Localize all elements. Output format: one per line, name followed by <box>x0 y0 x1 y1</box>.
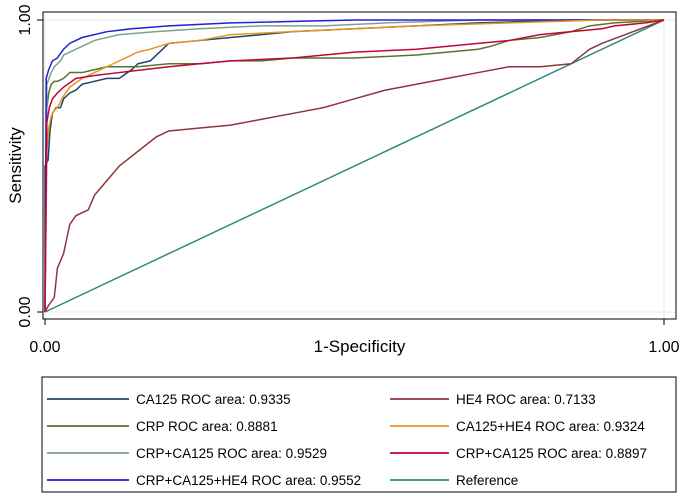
legend-label-6: CA125+HE4 ROC area: 0.9324 <box>456 419 645 434</box>
legend-label-2: CRP ROC area: 0.8881 <box>136 419 278 434</box>
y-axis-title: Sensitivity <box>6 127 25 204</box>
y-tick-label-1: 1.00 <box>17 4 34 35</box>
legend-box <box>41 376 677 493</box>
legend-label-8: Reference <box>456 473 518 488</box>
x-tick-label-1: 1.00 <box>648 339 679 356</box>
legend-label-1: CA125 ROC area: 0.9335 <box>136 392 291 407</box>
series-line-5 <box>44 19 665 313</box>
legend-label-7: CRP+CA125 ROC area: 0.8897 <box>456 446 647 461</box>
series-line-4 <box>44 19 664 313</box>
legend: CA125 ROC area: 0.9335 CRP ROC area: 0.88… <box>41 376 677 493</box>
legend-label-4: CRP+CA125+HE4 ROC area: 0.9552 <box>136 473 361 488</box>
plot-area: 0.00 1.00 0.00 1.00 1-Specificity Sensitivity <box>6 4 680 356</box>
plot-frame <box>42 11 677 320</box>
series-line-8 <box>44 19 665 313</box>
legend-label-3: CRP+CA125 ROC area: 0.9529 <box>136 446 327 461</box>
y-tick-label-0: 0.00 <box>17 296 34 327</box>
series-line-6 <box>44 19 664 313</box>
x-axis-title: 1-Specificity <box>314 337 406 356</box>
legend-label-5: HE4 ROC area: 0.7133 <box>456 392 596 407</box>
x-tick-label-0: 0.00 <box>29 339 60 356</box>
series-line-7 <box>44 19 665 313</box>
series-line-3 <box>44 19 664 313</box>
